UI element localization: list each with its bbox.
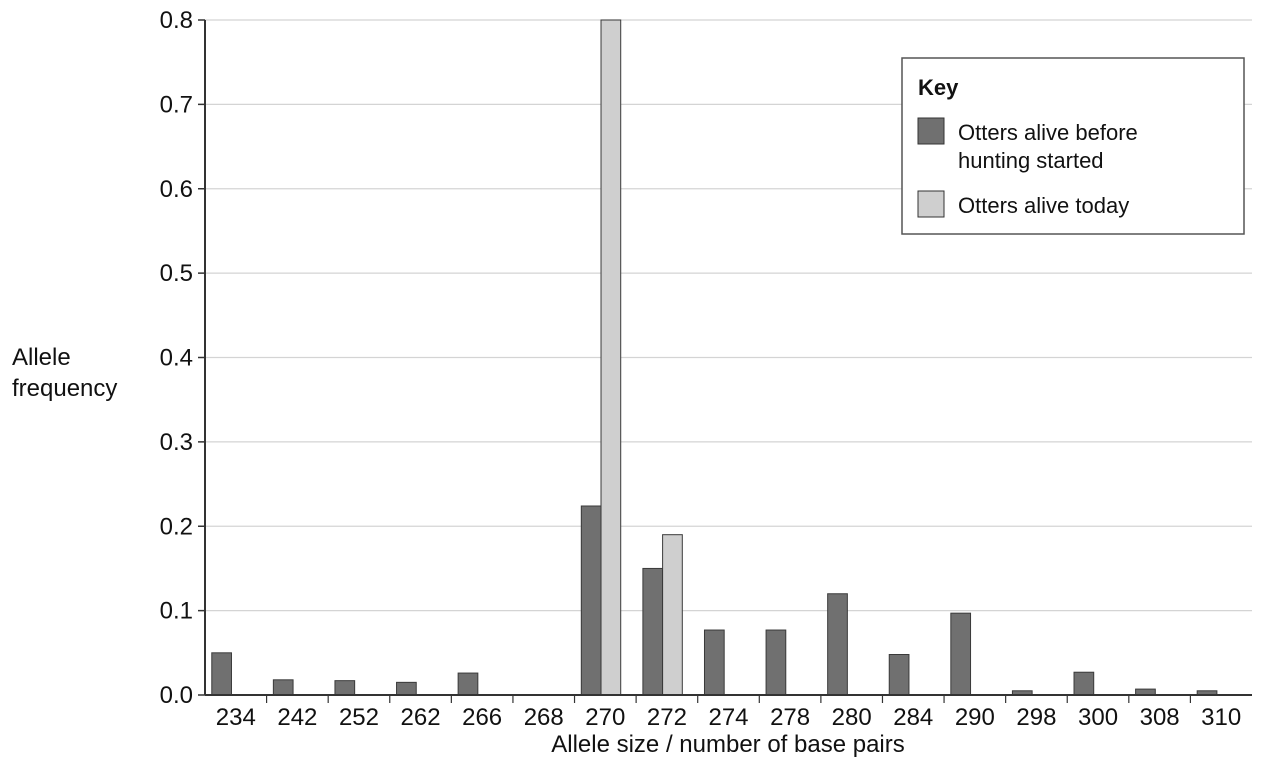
- y-tick-label: 0.1: [160, 598, 193, 625]
- y-tick-labels: 0.0 0.1 0.2 0.3 0.4 0.5 0.6 0.7 0.8: [160, 7, 193, 709]
- y-tick-label: 0.8: [160, 7, 193, 34]
- bar-before-hunting: [888, 654, 910, 696]
- y-axis-title-line-2: frequency: [12, 375, 117, 402]
- bar-before-hunting: [1073, 671, 1095, 696]
- x-tick-label: 242: [277, 704, 317, 731]
- x-tick-label: 300: [1078, 704, 1118, 731]
- y-tick-label: 0.2: [160, 513, 193, 540]
- y-tick-label: 0.5: [160, 260, 193, 287]
- y-axis-title-line-1: Allele: [12, 344, 71, 371]
- x-tick-label: 252: [339, 704, 379, 731]
- bar-before-hunting: [457, 672, 479, 696]
- legend: Key Otters alive before hunting started …: [901, 57, 1245, 235]
- bar-before-hunting: [334, 680, 356, 696]
- x-tick-label: 262: [401, 704, 441, 731]
- bar-before-hunting: [580, 505, 602, 696]
- legend-swatch-alive-today: [917, 190, 945, 218]
- bar-before-hunting: [765, 629, 787, 696]
- x-tick-label: 234: [216, 704, 256, 731]
- x-tick-label: 268: [524, 704, 564, 731]
- y-tick-label: 0.0: [160, 682, 193, 709]
- x-tick-label: 308: [1140, 704, 1180, 731]
- x-tick-labels: 234 242 252 262 266 268 270 272 274 278 280 284 290 2…: [216, 704, 1241, 731]
- bar-before-hunting: [211, 652, 232, 696]
- x-tick-label: 274: [708, 704, 748, 731]
- y-tick-label: 0.3: [160, 429, 193, 456]
- legend-label-alive-today: Otters alive today: [958, 193, 1129, 218]
- bar-before-hunting: [950, 612, 972, 696]
- x-tick-label: 290: [955, 704, 995, 731]
- bar-before-hunting: [642, 567, 664, 696]
- y-tick-label: 0.7: [160, 91, 193, 118]
- x-tick-label: 284: [893, 704, 933, 731]
- x-tick-label: 266: [462, 704, 502, 731]
- y-tick-label: 0.4: [160, 345, 193, 372]
- x-tick-label: 272: [647, 704, 687, 731]
- legend-swatch-before-hunting: [917, 117, 945, 145]
- x-axis-title: Allele size / number of base pairs: [551, 731, 905, 758]
- legend-box: [901, 57, 1245, 235]
- y-tick-label: 0.6: [160, 176, 193, 203]
- legend-label-before-hunting-line-1: Otters alive before: [958, 120, 1138, 145]
- legend-label-before-hunting-line-2: hunting started: [958, 148, 1104, 173]
- bar-alive-today: [662, 534, 683, 696]
- bar-before-hunting: [827, 593, 848, 696]
- x-tick-label: 280: [832, 704, 872, 731]
- legend-title: Key: [918, 75, 959, 100]
- bars: [211, 19, 1218, 696]
- bar-alive-today: [600, 19, 622, 696]
- bar-before-hunting: [272, 679, 294, 696]
- x-tick-label: 270: [585, 704, 625, 731]
- x-tick-label: 278: [770, 704, 810, 731]
- bar-before-hunting: [396, 681, 417, 696]
- x-tick-label: 298: [1016, 704, 1056, 731]
- x-tick-label: 310: [1201, 704, 1241, 731]
- bar-before-hunting: [703, 629, 725, 696]
- axes: [204, 20, 1252, 696]
